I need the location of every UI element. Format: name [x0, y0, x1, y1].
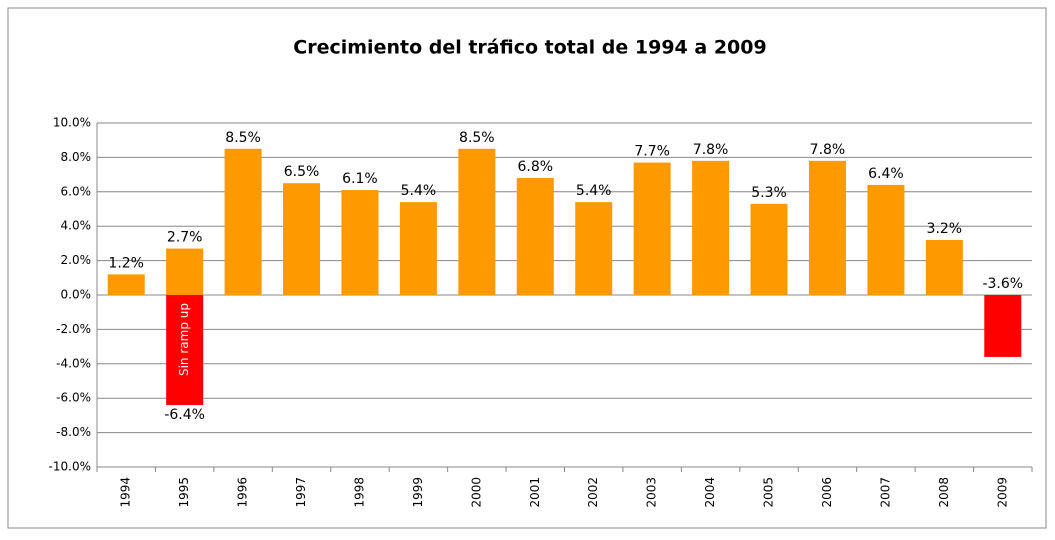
value-label: 7.8%	[693, 142, 729, 158]
bar	[575, 202, 613, 295]
y-tick-label: 4.0%	[61, 219, 92, 233]
x-tick-label: 1994	[119, 477, 133, 508]
x-tick-label: 2007	[878, 477, 892, 508]
x-tick-label: 2004	[703, 477, 717, 508]
bar	[808, 160, 846, 295]
value-label: 6.4%	[868, 166, 904, 182]
value-label: 6.1%	[342, 171, 378, 187]
value-label: -3.6%	[982, 276, 1023, 292]
y-tick-label: -10.0%	[49, 460, 91, 474]
y-tick-label: 8.0%	[61, 150, 92, 164]
value-label: 3.2%	[927, 221, 963, 237]
bar	[399, 202, 437, 295]
x-tick-label: 1999	[411, 477, 425, 508]
x-tick-label: 1998	[352, 477, 366, 508]
y-tick-label: 0.0%	[61, 288, 92, 302]
bar	[516, 178, 554, 295]
bar	[283, 183, 321, 295]
y-tick-label: -2.0%	[56, 322, 91, 336]
value-label: 5.4%	[576, 183, 612, 199]
y-tick-label: 10.0%	[53, 116, 91, 130]
bar	[692, 160, 730, 295]
bar-annotation: Sin ramp up	[177, 303, 191, 376]
y-tick-label: 2.0%	[61, 253, 92, 267]
value-label: 2.7%	[167, 230, 203, 246]
bar	[984, 295, 1022, 357]
bar	[925, 239, 963, 295]
y-tick-label: -4.0%	[56, 356, 91, 370]
value-label: 7.8%	[810, 142, 846, 158]
bar	[224, 148, 262, 295]
value-label: 5.3%	[751, 185, 787, 201]
bar	[166, 295, 204, 406]
chart-title: Crecimiento del tráfico total de 1994 a …	[293, 37, 766, 59]
value-label: 1.2%	[108, 255, 144, 271]
value-label: 8.5%	[459, 130, 495, 146]
bar	[750, 203, 788, 295]
x-tick-label: 2008	[937, 477, 951, 508]
x-tick-label: 2003	[645, 477, 659, 508]
x-tick-label: 2009	[995, 477, 1009, 508]
x-tick-label: 1995	[177, 477, 191, 508]
bar	[341, 190, 379, 295]
x-tick-label: 1996	[236, 477, 250, 508]
bar	[633, 162, 671, 295]
value-label: -6.4%	[164, 407, 205, 423]
bar	[166, 248, 204, 295]
value-label: 8.5%	[225, 130, 261, 146]
bar	[867, 184, 905, 295]
bar	[107, 274, 145, 295]
x-tick-label: 1997	[294, 477, 308, 508]
y-tick-label: -6.0%	[56, 391, 91, 405]
x-tick-label: 2000	[469, 477, 483, 508]
value-label: 6.5%	[284, 164, 320, 180]
value-label: 5.4%	[401, 183, 437, 199]
value-label: 7.7%	[634, 144, 670, 160]
value-label: 6.8%	[517, 159, 553, 175]
x-tick-label: 2001	[528, 477, 542, 508]
y-tick-label: -8.0%	[56, 425, 91, 439]
x-tick-label: 2005	[762, 477, 776, 508]
y-tick-label: 6.0%	[61, 184, 92, 198]
bar	[458, 148, 496, 295]
x-tick-label: 2006	[820, 477, 834, 508]
x-tick-label: 2002	[586, 477, 600, 508]
